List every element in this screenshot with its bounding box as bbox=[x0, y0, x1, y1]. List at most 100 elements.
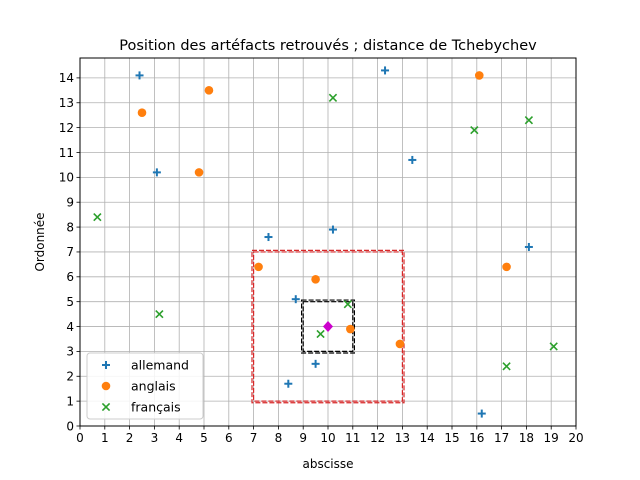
data-point bbox=[137, 108, 147, 118]
x-tick-label: 15 bbox=[444, 431, 459, 445]
data-point bbox=[311, 274, 320, 284]
y-axis-label: Ordonnée bbox=[33, 212, 47, 271]
legend-item: français bbox=[101, 400, 181, 415]
data-point bbox=[254, 262, 263, 272]
data-point bbox=[316, 329, 325, 339]
x-tick-label: 18 bbox=[519, 431, 534, 445]
data-point bbox=[204, 86, 214, 95]
x-marker bbox=[470, 125, 479, 135]
circle-marker bbox=[194, 168, 204, 177]
x-marker bbox=[549, 342, 558, 351]
x-tick-label: 4 bbox=[175, 431, 183, 445]
legend-item: anglais bbox=[101, 379, 176, 394]
x-tick-label: 13 bbox=[395, 431, 410, 445]
x-tick-label: 8 bbox=[275, 431, 283, 445]
y-tick-label: 14 bbox=[59, 71, 74, 85]
data-point bbox=[343, 299, 353, 309]
data-point bbox=[474, 71, 484, 80]
y-tick-label: 6 bbox=[66, 270, 74, 284]
x-marker bbox=[155, 309, 164, 319]
circle-marker bbox=[311, 274, 320, 284]
data-point bbox=[152, 168, 161, 177]
data-point bbox=[284, 379, 293, 388]
data-point bbox=[264, 233, 273, 242]
y-tick-label: 1 bbox=[66, 394, 74, 408]
x-marker bbox=[524, 115, 534, 125]
chart-title: Position des artéfacts retrouvés ; dista… bbox=[119, 38, 537, 54]
distance-square bbox=[251, 249, 405, 404]
data-point bbox=[549, 342, 558, 351]
x-tick-label: 11 bbox=[345, 431, 360, 445]
y-tick-label: 4 bbox=[66, 320, 74, 334]
data-point bbox=[291, 295, 300, 304]
data-point bbox=[346, 324, 355, 334]
data-point bbox=[135, 71, 144, 80]
data-point bbox=[93, 212, 102, 222]
x-marker bbox=[316, 329, 325, 339]
x-tick-label: 6 bbox=[225, 431, 233, 445]
data-point bbox=[524, 115, 534, 125]
x-tick-label: 7 bbox=[250, 431, 258, 445]
y-tick-label: 13 bbox=[59, 96, 74, 110]
legend-label: anglais bbox=[131, 379, 176, 394]
circle-marker bbox=[346, 324, 355, 334]
data-point bbox=[502, 262, 511, 272]
circle-marker bbox=[204, 86, 214, 95]
distance-square bbox=[253, 251, 404, 402]
x-tick-label: 17 bbox=[494, 431, 509, 445]
data-point bbox=[408, 155, 417, 164]
y-tick-label: 8 bbox=[66, 220, 74, 234]
x-tick-label: 10 bbox=[320, 431, 335, 445]
series-x bbox=[93, 93, 558, 371]
legend-label: allemand bbox=[131, 358, 189, 373]
distance-squares bbox=[251, 249, 405, 404]
y-tick-label: 11 bbox=[59, 146, 74, 160]
series-plus bbox=[135, 66, 533, 418]
y-tick-label: 7 bbox=[66, 245, 74, 259]
circle-marker bbox=[502, 262, 511, 272]
data-point bbox=[477, 409, 486, 418]
series-circle bbox=[137, 71, 511, 349]
circle-marker bbox=[137, 108, 147, 118]
x-marker bbox=[343, 299, 353, 309]
x-tick-label: 5 bbox=[200, 431, 208, 445]
reference-point-marker bbox=[323, 321, 333, 333]
x-axis-label: abscisse bbox=[302, 457, 353, 471]
x-axis-ticks: 0 1 2 3 4 5 6 7 8 9 10 11 12 13 14 15 16 17 18 19 20 bbox=[76, 426, 584, 445]
data-point bbox=[194, 168, 204, 177]
x-tick-label: 0 bbox=[76, 431, 84, 445]
x-tick-label: 20 bbox=[568, 431, 583, 445]
circle-marker bbox=[395, 339, 405, 349]
data-point bbox=[470, 125, 479, 135]
data-point bbox=[524, 242, 533, 251]
data-point bbox=[311, 359, 320, 368]
x-tick-label: 1 bbox=[101, 431, 109, 445]
y-tick-label: 9 bbox=[66, 196, 74, 210]
data-point bbox=[381, 66, 390, 75]
y-tick-label: 2 bbox=[66, 370, 74, 384]
distance-square bbox=[301, 299, 356, 354]
x-tick-label: 2 bbox=[126, 431, 134, 445]
data-point bbox=[328, 225, 337, 234]
x-tick-label: 12 bbox=[370, 431, 385, 445]
legend-box bbox=[86, 352, 204, 420]
data-points bbox=[93, 66, 558, 418]
x-tick-label: 19 bbox=[544, 431, 559, 445]
x-tick-label: 3 bbox=[151, 431, 159, 445]
circle-marker bbox=[101, 381, 111, 391]
x-marker bbox=[328, 93, 338, 102]
y-tick-label: 3 bbox=[66, 345, 74, 359]
legend-item: allemand bbox=[102, 358, 189, 373]
x-tick-label: 14 bbox=[420, 431, 435, 445]
data-point bbox=[328, 93, 338, 102]
circle-marker bbox=[254, 262, 263, 272]
x-tick-label: 9 bbox=[299, 431, 307, 445]
y-tick-label: 0 bbox=[66, 419, 74, 433]
y-tick-label: 5 bbox=[66, 295, 74, 309]
data-point bbox=[155, 309, 164, 319]
data-point bbox=[502, 362, 511, 371]
x-marker bbox=[93, 212, 102, 222]
legend: allemand anglais français bbox=[86, 352, 204, 420]
